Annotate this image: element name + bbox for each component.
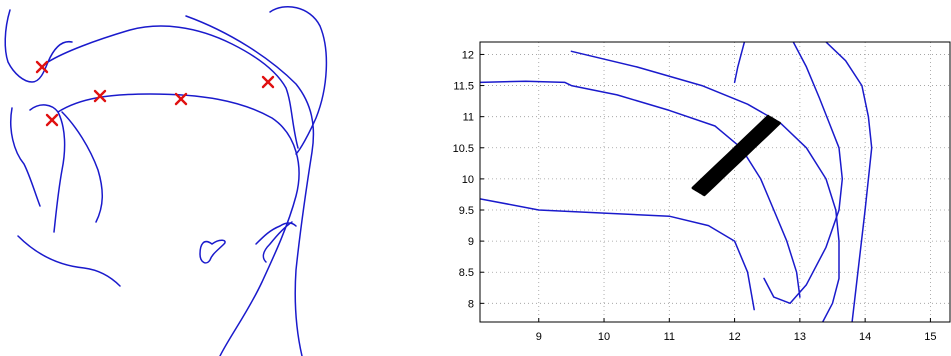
trajectory-trace <box>700 121 775 193</box>
larynx-contour <box>263 222 292 262</box>
contour-line-3 <box>764 42 842 303</box>
velum-contour <box>270 7 326 154</box>
articulator-trajectory <box>693 116 779 194</box>
trajectory-trace <box>704 123 779 195</box>
y-tick-label: 12 <box>462 49 474 61</box>
y-tick-label: 10.5 <box>453 143 474 155</box>
x-tick-label: 13 <box>794 331 806 343</box>
jaw-contour <box>18 236 120 286</box>
hyoid-contour <box>256 223 296 244</box>
y-tick-label: 9.5 <box>459 205 474 217</box>
x-tick-label: 10 <box>598 331 610 343</box>
trajectory-trace <box>703 122 778 194</box>
x-tick-label: 14 <box>859 331 871 343</box>
lower-lip-contour <box>11 108 40 206</box>
x-tick-label: 12 <box>728 331 740 343</box>
contour-line-2 <box>480 199 754 310</box>
contour-line-1 <box>480 81 800 297</box>
y-tick-label: 11.5 <box>453 81 474 93</box>
trajectory-trace <box>695 117 770 189</box>
trajectory-plot: 9 10 11 12 13 14 15 8 8.5 9 9.5 10 10.5 11 11.5 12 <box>453 42 950 343</box>
tongue-body-contour <box>58 94 299 356</box>
contour-line-5 <box>735 42 745 82</box>
trajectory-trace <box>699 120 774 192</box>
y-tick-label: 8.5 <box>459 267 474 279</box>
epiglottis-contour <box>200 240 225 263</box>
x-tick-label: 9 <box>536 331 542 343</box>
vocal-tract-diagram <box>5 7 326 356</box>
y-tick-label: 9 <box>468 236 474 248</box>
y-tick-label: 11 <box>463 112 474 124</box>
tongue-root-contour <box>62 112 102 222</box>
trajectory-trace <box>702 122 777 194</box>
y-tick-label: 10 <box>462 174 474 186</box>
x-tick-label: 15 <box>924 331 936 343</box>
trajectory-trace <box>693 116 768 188</box>
trajectory-trace <box>696 118 771 190</box>
y-tick-label: 8 <box>468 298 474 310</box>
palate-contour <box>48 26 298 148</box>
marker-lower-lip <box>47 115 57 125</box>
marker-tongue-dorsum <box>263 77 273 87</box>
x-tick-label: 11 <box>664 331 675 343</box>
